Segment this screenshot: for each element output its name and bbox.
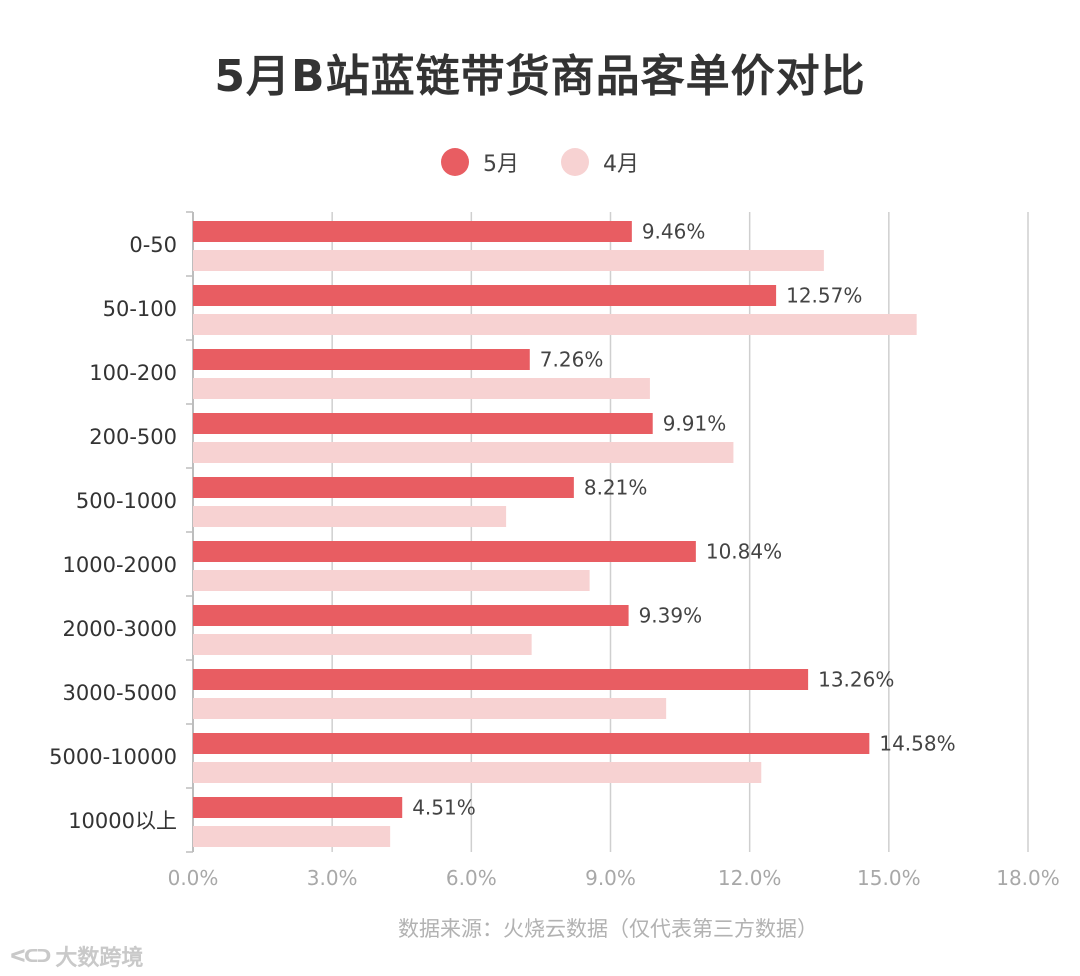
data-label-may: 13.26% <box>818 668 894 692</box>
bar-may <box>193 413 653 434</box>
bar-may <box>193 797 403 818</box>
x-tick-label: 15.0% <box>857 866 921 890</box>
bar-april <box>193 570 590 591</box>
bar-may <box>193 669 809 690</box>
bar-may <box>193 541 696 562</box>
x-tick-label: 9.0% <box>585 866 636 890</box>
category-label: 3000-5000 <box>63 681 177 705</box>
legend-item-april[interactable]: 4月 <box>561 146 639 178</box>
x-tick-label: 6.0% <box>446 866 497 890</box>
bar-april <box>193 698 667 719</box>
chart-title: 5月B站蓝链带货商品客单价对比 <box>214 51 866 102</box>
x-tick-label: 3.0% <box>307 866 358 890</box>
bar-april <box>193 442 734 463</box>
data-label-may: 7.26% <box>540 348 604 372</box>
watermark-text: 大数跨境 <box>55 946 144 971</box>
bar-may <box>193 477 574 498</box>
bar-may <box>193 733 870 754</box>
bar-april <box>193 826 391 847</box>
bar-april <box>193 378 650 399</box>
data-label-may: 4.51% <box>412 796 476 820</box>
source-note: 数据来源：火烧云数据（仅代表第三方数据） <box>398 917 818 941</box>
bar-april <box>193 634 532 655</box>
category-label: 100-200 <box>89 361 177 385</box>
legend-swatch-april <box>561 148 589 176</box>
data-label-may: 12.57% <box>786 284 862 308</box>
data-label-may: 9.39% <box>639 604 703 628</box>
bar-may <box>193 349 530 370</box>
bar-april <box>193 314 917 335</box>
bar-may <box>193 605 629 626</box>
legend: 5月 4月 <box>0 140 1080 184</box>
legend-label-april: 4月 <box>603 152 639 177</box>
data-label-may: 9.46% <box>642 220 706 244</box>
bar-may <box>193 221 632 242</box>
category-label: 5000-10000 <box>49 745 177 769</box>
x-tick-label: 12.0% <box>718 866 782 890</box>
data-label-may: 9.91% <box>663 412 727 436</box>
bar-april <box>193 506 507 527</box>
category-label: 200-500 <box>89 425 177 449</box>
bar-april <box>193 250 824 271</box>
data-label-may: 8.21% <box>584 476 648 500</box>
category-label: 0-50 <box>129 233 177 257</box>
data-label-may: 10.84% <box>706 540 782 564</box>
legend-item-may[interactable]: 5月 <box>441 146 519 178</box>
watermark-logo-icon: ᐸᑕᑐ <box>10 945 51 967</box>
category-label: 1000-2000 <box>63 553 177 577</box>
category-label: 500-1000 <box>76 489 177 513</box>
x-tick-label: 18.0% <box>996 866 1060 890</box>
x-tick-label: 0.0% <box>168 866 219 890</box>
legend-label-may: 5月 <box>483 152 519 177</box>
bar-april <box>193 762 762 783</box>
category-label: 2000-3000 <box>63 617 177 641</box>
category-label: 50-100 <box>103 297 177 321</box>
legend-swatch-may <box>441 148 469 176</box>
watermark: ᐸᑕᑐ 大数跨境 <box>10 940 143 972</box>
bar-may <box>193 285 777 306</box>
category-label: 10000以上 <box>68 809 177 833</box>
bar-chart-plot: 0.0% 3.0% 6.0% 9.0% 12.0% 15.0% 18.0% 0-50 9.46%… <box>49 211 1060 890</box>
data-label-may: 14.58% <box>879 732 955 756</box>
